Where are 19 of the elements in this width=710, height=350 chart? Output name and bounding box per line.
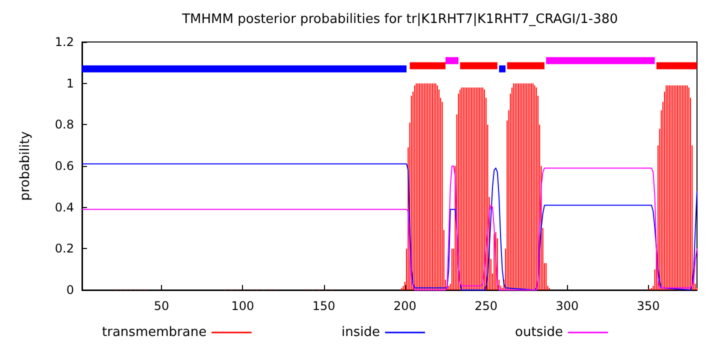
y-tick-label: 1.2 bbox=[54, 35, 74, 49]
y-tick-label: 1 bbox=[66, 76, 74, 90]
x-tick-label: 150 bbox=[312, 299, 336, 313]
legend-label: outside bbox=[515, 325, 563, 340]
chart-title: TMHMM posterior probabilities for tr|K1RHT7|K1RHT7_CRAGI/1-380 bbox=[181, 12, 618, 27]
x-tick-label: 50 bbox=[154, 299, 170, 313]
y-tick-label: 0.4 bbox=[54, 200, 74, 214]
y-axis-title: probability bbox=[18, 131, 33, 201]
y-tick-label: 0.6 bbox=[54, 159, 74, 173]
y-tick-label: 0 bbox=[66, 283, 74, 297]
y-tick-label: 0.8 bbox=[54, 118, 74, 132]
x-tick-label: 250 bbox=[474, 299, 498, 313]
legend-label: inside bbox=[342, 325, 380, 340]
x-tick-label: 300 bbox=[556, 299, 579, 313]
x-tick-label: 200 bbox=[393, 299, 416, 313]
x-tick-label: 350 bbox=[636, 299, 660, 313]
x-tick-label: 100 bbox=[231, 299, 254, 313]
legend-label: transmembrane bbox=[102, 325, 207, 340]
y-tick-label: 0.2 bbox=[54, 242, 74, 256]
